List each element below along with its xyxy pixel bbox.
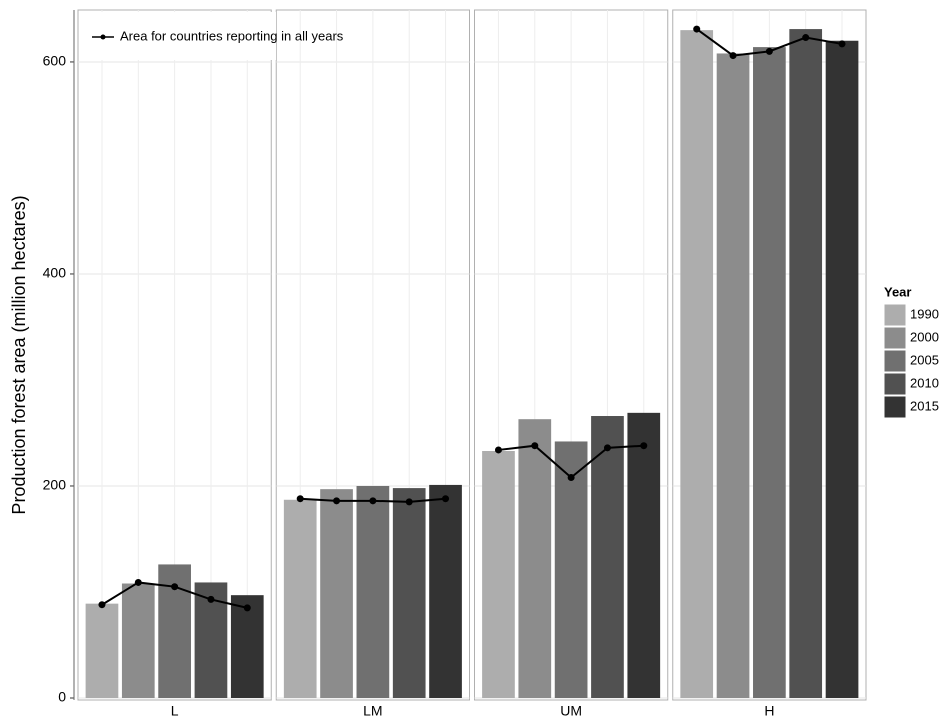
y-tick-label: 600	[43, 53, 67, 69]
line-point	[243, 604, 251, 612]
x-tick-label: H	[764, 703, 774, 719]
bar	[429, 484, 462, 698]
line-legend-box	[80, 12, 276, 60]
line-point	[134, 578, 142, 586]
line-point	[333, 497, 341, 505]
line-point	[296, 495, 304, 503]
bar	[482, 450, 515, 698]
legend-swatch	[883, 303, 907, 327]
x-tick-label: LM	[363, 703, 382, 719]
bar	[121, 583, 155, 698]
line-point	[494, 446, 502, 454]
bar	[825, 40, 859, 699]
line-point	[369, 497, 377, 505]
legend-swatch	[883, 349, 907, 373]
legend-swatch	[883, 372, 907, 396]
bar	[627, 412, 661, 698]
bar	[320, 489, 353, 698]
line-point	[802, 34, 810, 42]
line-legend-dot	[100, 34, 106, 40]
bar	[753, 47, 786, 699]
bar	[554, 441, 588, 698]
legend-swatch	[883, 326, 907, 350]
line-point	[442, 495, 450, 503]
line-point	[171, 583, 179, 591]
bar	[230, 595, 264, 698]
x-tick-label: L	[171, 703, 179, 719]
y-tick-label: 200	[43, 477, 67, 493]
bar	[591, 416, 624, 698]
line-point	[729, 52, 737, 60]
y-axis-label: Production forest area (million hectares…	[9, 195, 29, 514]
bar	[85, 603, 119, 698]
line-point	[640, 442, 648, 450]
bar	[283, 499, 317, 698]
bar	[680, 30, 714, 698]
x-tick-label: UM	[560, 703, 582, 719]
legend-label: 1990	[910, 306, 939, 321]
line-point	[567, 474, 575, 482]
bar	[716, 53, 750, 698]
line-point	[765, 47, 773, 55]
line-point	[207, 595, 215, 603]
bar	[356, 485, 390, 698]
legend-title: Year	[884, 284, 911, 299]
line-point	[603, 444, 611, 452]
line-point	[531, 442, 539, 450]
line-point	[838, 40, 846, 48]
legend-label: 2010	[910, 375, 939, 390]
legend-label: 2015	[910, 398, 939, 413]
y-tick-label: 400	[43, 265, 67, 281]
bar	[392, 488, 426, 698]
bar	[789, 29, 823, 698]
line-legend-label: Area for countries reporting in all year…	[120, 28, 344, 43]
line-point	[693, 25, 701, 33]
line-point	[405, 498, 413, 506]
legend-swatch	[883, 395, 907, 419]
line-point	[98, 601, 106, 609]
legend-label: 2005	[910, 352, 939, 367]
legend-label: 2000	[910, 329, 939, 344]
y-tick-label: 0	[58, 689, 66, 705]
bar	[518, 419, 552, 698]
